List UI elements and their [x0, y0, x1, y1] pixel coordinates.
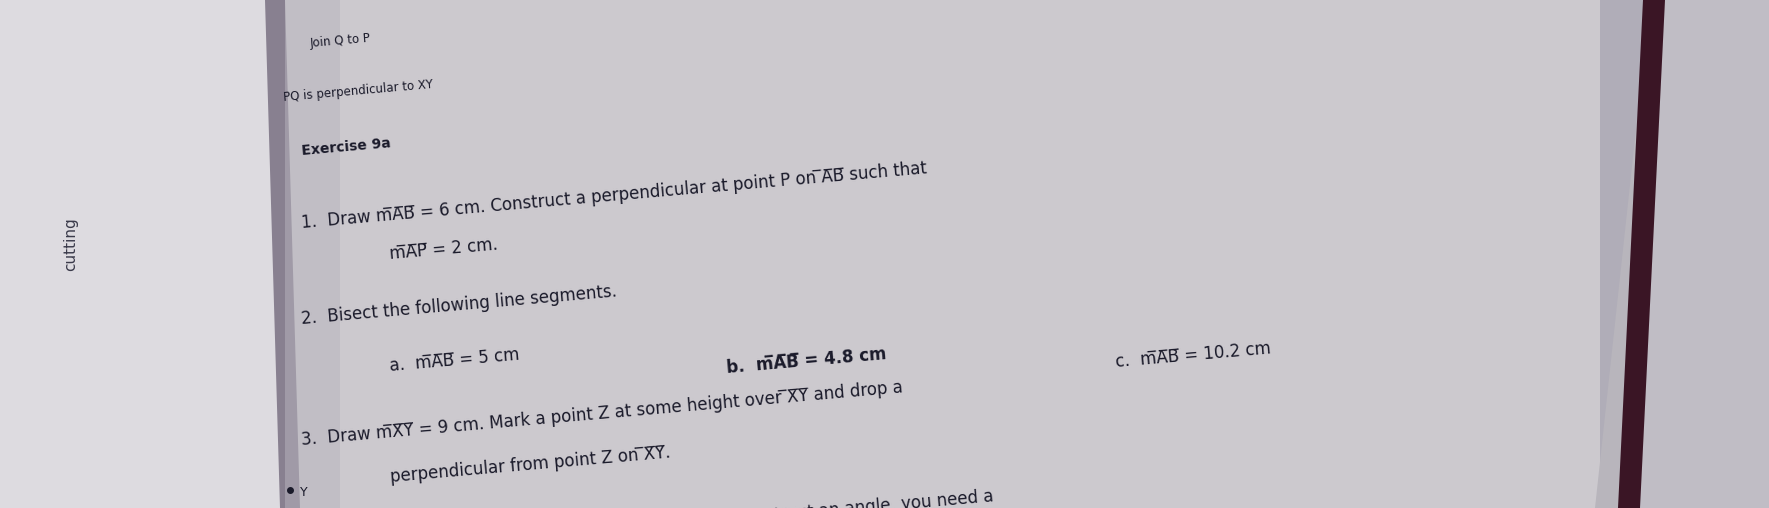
Text: b.  m̅A̅B̅ = 4.8 cm: b. m̅A̅B̅ = 4.8 cm — [725, 345, 886, 376]
Text: Exercise 9a: Exercise 9a — [301, 137, 391, 158]
Text: angle using a protractor. To construct an angle, you need a: angle using a protractor. To construct a… — [504, 488, 994, 508]
Text: 2.  Bisect the following line segments.: 2. Bisect the following line segments. — [301, 282, 617, 328]
Text: 1.  Draw m̅A̅B̅ = 6 cm. Construct a perpendicular at point P on ̅A̅B̅ such that: 1. Draw m̅A̅B̅ = 6 cm. Construct a perpe… — [301, 159, 929, 232]
Text: a.  m̅A̅B̅ = 5 cm: a. m̅A̅B̅ = 5 cm — [389, 346, 520, 375]
Text: m̅A̅P̅ = 2 cm.: m̅A̅P̅ = 2 cm. — [389, 235, 499, 263]
Text: c.  m̅A̅B̅ = 10.2 cm: c. m̅A̅B̅ = 10.2 cm — [1114, 340, 1272, 371]
Text: cutting: cutting — [64, 217, 78, 271]
Text: 3.  Draw m̅X̅Y̅ = 9 cm. Mark a point Z at some height over ̅X̅Y̅ and drop a: 3. Draw m̅X̅Y̅ = 9 cm. Mark a point Z at… — [301, 379, 904, 449]
Text: Join Q to P: Join Q to P — [310, 31, 371, 50]
Text: PQ is perpendicular to XY: PQ is perpendicular to XY — [283, 78, 433, 105]
Text: perpendicular from point Z on ̅X̅Y̅.: perpendicular from point Z on ̅X̅Y̅. — [389, 443, 670, 486]
Text: Y: Y — [301, 487, 308, 499]
